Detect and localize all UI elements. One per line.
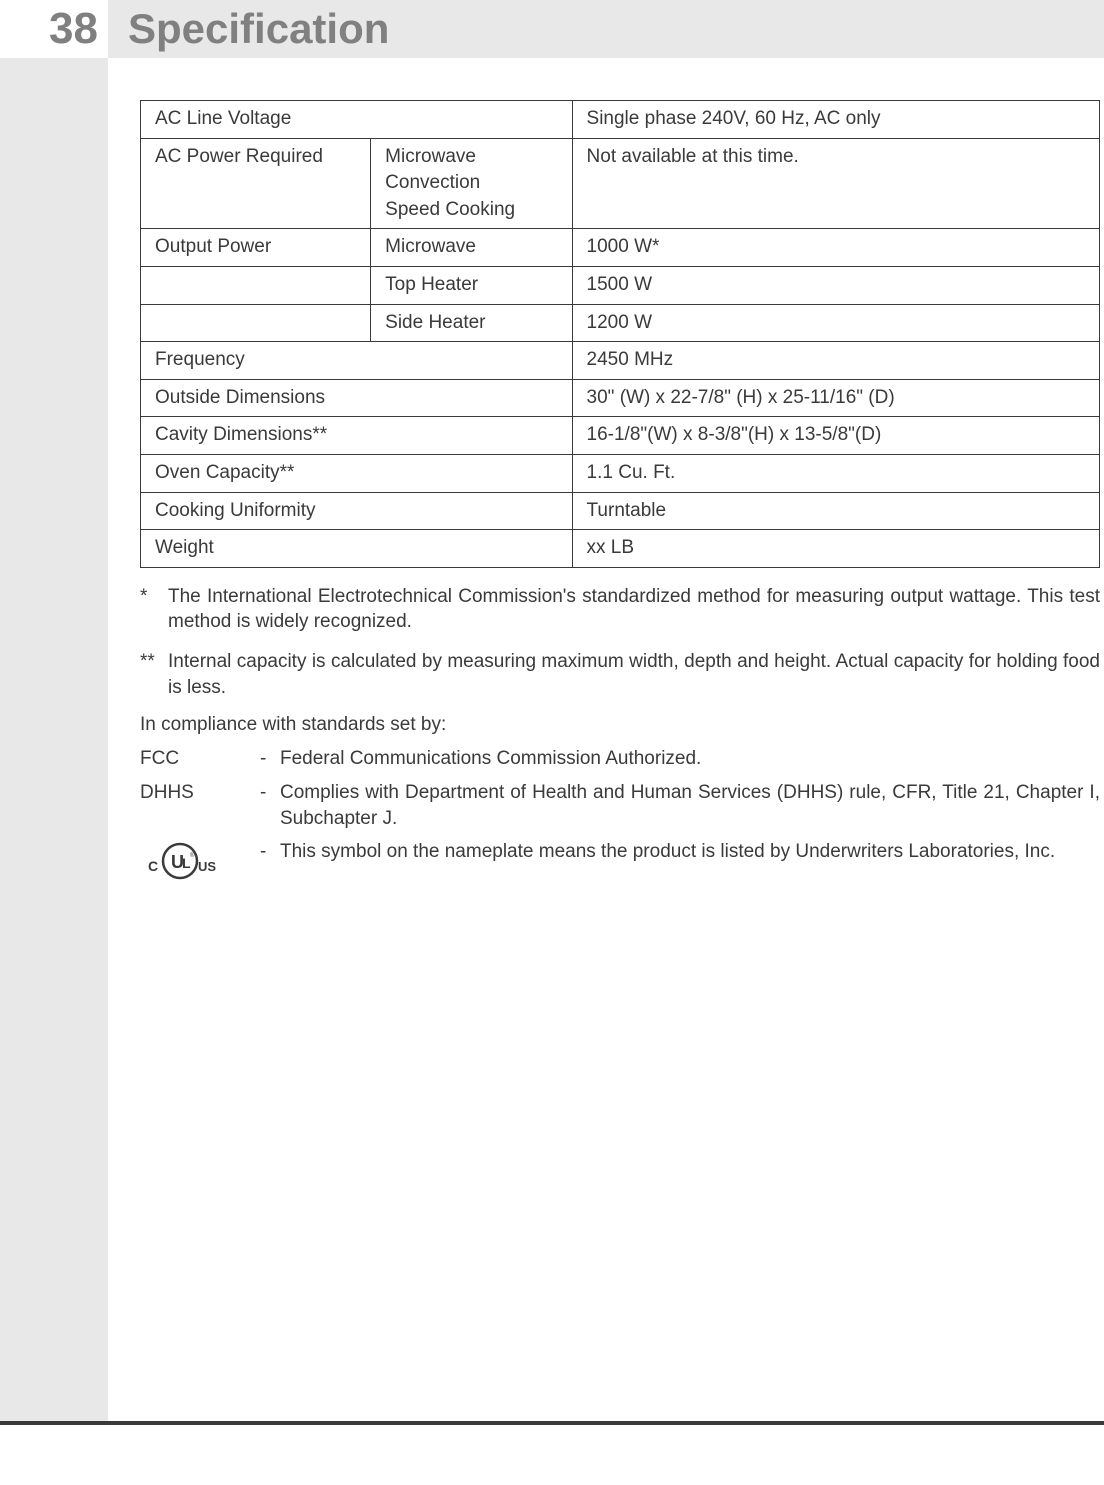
compliance-text: Federal Communications Commission Author…: [280, 746, 1100, 772]
table-row: Side Heater1200 W: [141, 304, 1100, 342]
spec-value: Not available at this time.: [572, 138, 1099, 229]
spec-value: 1000 W*: [572, 229, 1099, 267]
spec-label: Cooking Uniformity: [141, 492, 573, 530]
spec-value: Turntable: [572, 492, 1099, 530]
spec-sublabel: MicrowaveConvectionSpeed Cooking: [371, 138, 572, 229]
spec-label: [141, 304, 371, 342]
spec-sublabel: Side Heater: [371, 304, 572, 342]
spec-value: 16-1/8"(W) x 8-3/8"(H) x 13-5/8"(D): [572, 417, 1099, 455]
compliance-dash: -: [260, 839, 280, 865]
table-row: Cavity Dimensions**16-1/8"(W) x 8-3/8"(H…: [141, 417, 1100, 455]
compliance-row: UL®CUS-This symbol on the nameplate mean…: [140, 839, 1100, 881]
spec-label: AC Line Voltage: [141, 101, 573, 139]
spec-label: Frequency: [141, 342, 573, 380]
footnote-marker: **: [140, 649, 168, 700]
compliance-intro: In compliance with standards set by:: [140, 714, 1100, 736]
spec-value: 2450 MHz: [572, 342, 1099, 380]
ul-listed-icon: UL®CUS: [140, 839, 260, 881]
table-row: Cooking UniformityTurntable: [141, 492, 1100, 530]
table-row: Top Heater1500 W: [141, 266, 1100, 304]
compliance-row: FCC-Federal Communications Commission Au…: [140, 746, 1100, 772]
table-row: AC Line VoltageSingle phase 240V, 60 Hz,…: [141, 101, 1100, 139]
compliance-dash: -: [260, 746, 280, 772]
footnote-row: *The International Electrotechnical Comm…: [140, 584, 1100, 635]
specification-table: AC Line VoltageSingle phase 240V, 60 Hz,…: [140, 100, 1100, 568]
spec-value: 1.1 Cu. Ft.: [572, 454, 1099, 492]
spec-value: 1200 W: [572, 304, 1099, 342]
table-row: Output PowerMicrowave1000 W*: [141, 229, 1100, 267]
footnote-row: **Internal capacity is calculated by mea…: [140, 649, 1100, 700]
spec-value: xx LB: [572, 530, 1099, 568]
footnote-text: Internal capacity is calculated by measu…: [168, 649, 1100, 700]
svg-text:®: ®: [190, 852, 195, 859]
table-row: Oven Capacity**1.1 Cu. Ft.: [141, 454, 1100, 492]
spec-value: 30" (W) x 22-7/8" (H) x 25-11/16" (D): [572, 379, 1099, 417]
spec-label: Oven Capacity**: [141, 454, 573, 492]
spec-label: Weight: [141, 530, 573, 568]
spec-label: Outside Dimensions: [141, 379, 573, 417]
page-title: Specification: [128, 5, 389, 53]
title-container: Specification: [108, 0, 1104, 58]
footnotes: *The International Electrotechnical Comm…: [140, 584, 1100, 701]
spec-sublabel: Microwave: [371, 229, 572, 267]
compliance-label: DHHS: [140, 780, 260, 806]
spec-value: 1500 W: [572, 266, 1099, 304]
compliance-text: Complies with Department of Health and H…: [280, 780, 1100, 831]
footnote-text: The International Electrotechnical Commi…: [168, 584, 1100, 635]
spec-value: Single phase 240V, 60 Hz, AC only: [572, 101, 1099, 139]
spec-sublabel: Top Heater: [371, 266, 572, 304]
compliance-label: FCC: [140, 746, 260, 772]
compliance-dash: -: [260, 780, 280, 806]
content-area: AC Line VoltageSingle phase 240V, 60 Hz,…: [140, 100, 1100, 889]
compliance-list: FCC-Federal Communications Commission Au…: [140, 746, 1100, 881]
page-number: 38: [49, 4, 98, 54]
svg-text:C: C: [148, 858, 158, 874]
table-row: AC Power RequiredMicrowaveConvectionSpee…: [141, 138, 1100, 229]
footer-line: [0, 1421, 1104, 1425]
table-row: Outside Dimensions30" (W) x 22-7/8" (H) …: [141, 379, 1100, 417]
spec-label: Output Power: [141, 229, 371, 267]
compliance-row: DHHS-Complies with Department of Health …: [140, 780, 1100, 831]
table-row: Frequency2450 MHz: [141, 342, 1100, 380]
spec-label: [141, 266, 371, 304]
spec-label: Cavity Dimensions**: [141, 417, 573, 455]
page-number-container: 38: [0, 0, 108, 58]
svg-text:US: US: [198, 859, 216, 874]
compliance-text: This symbol on the nameplate means the p…: [280, 839, 1100, 865]
footnote-marker: *: [140, 584, 168, 635]
sidebar-stripe: [0, 58, 108, 1423]
table-row: Weightxx LB: [141, 530, 1100, 568]
spec-label: AC Power Required: [141, 138, 371, 229]
